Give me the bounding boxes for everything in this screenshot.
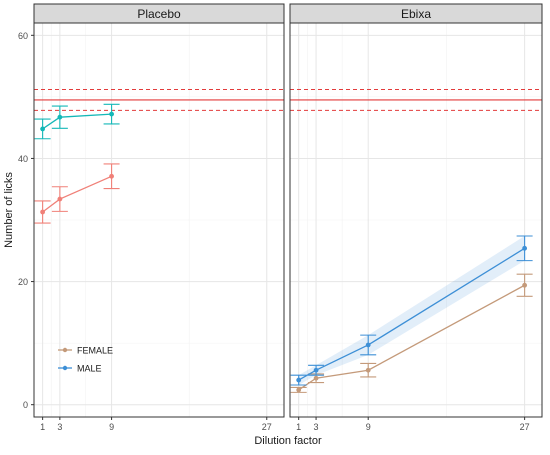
x-tick-label: 9 [109, 422, 114, 432]
x-tick-label: 1 [296, 422, 301, 432]
x-tick-label: 27 [262, 422, 272, 432]
data-point-female [365, 367, 371, 373]
y-tick-label: 20 [18, 277, 28, 287]
x-tick-label: 3 [314, 422, 319, 432]
data-point-male [296, 377, 302, 383]
data-point-male [365, 342, 371, 348]
x-tick-label: 9 [366, 422, 371, 432]
panel-title-1: Ebixa [401, 7, 431, 21]
y-tick-label: 0 [23, 400, 28, 410]
data-point-female [57, 196, 63, 202]
data-point-male [109, 111, 114, 117]
series-line-female [298, 284, 525, 391]
x-tick-label: 27 [520, 422, 530, 432]
legend-key-point-female [62, 347, 68, 353]
data-point-female [109, 173, 114, 179]
y-tick-label: 60 [18, 31, 28, 41]
panel-border-0 [33, 22, 285, 418]
panel-title-0: Placebo [137, 7, 181, 21]
x-axis-label: Dilution factor [254, 435, 322, 447]
data-point-female [296, 387, 302, 393]
x-tick-label: 3 [57, 422, 62, 432]
x-tick-label: 1 [40, 422, 45, 432]
data-point-male [313, 367, 319, 373]
data-point-male [57, 114, 63, 120]
legend-key-point-male [62, 365, 68, 371]
series-band-male [298, 236, 525, 385]
data-point-female [40, 209, 46, 215]
data-point-male [522, 245, 528, 251]
data-point-male [40, 126, 46, 132]
legend-label-male: MALE [77, 364, 102, 374]
legend-label-female: FEMALE [77, 346, 113, 356]
panel-border-1 [289, 22, 543, 418]
data-point-female [313, 375, 319, 381]
series-line-male [298, 247, 525, 381]
data-point-female [522, 282, 528, 288]
y-tick-label: 40 [18, 154, 28, 164]
y-axis-label: Number of licks [3, 172, 15, 248]
